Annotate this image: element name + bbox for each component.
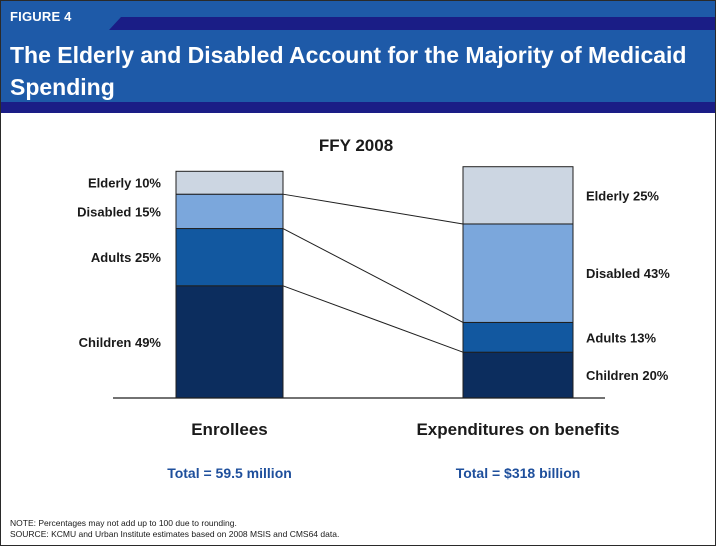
slide-title: The Elderly and Disabled Account for the… bbox=[10, 42, 687, 100]
bar-segment-adults-1 bbox=[175, 228, 284, 287]
segment-label: Adults 13% bbox=[586, 330, 657, 345]
header-bottom-bar bbox=[1, 102, 715, 113]
connector-line bbox=[282, 228, 464, 323]
chart-title: FFY 2008 bbox=[319, 136, 393, 155]
figure-label: FIGURE 4 bbox=[10, 9, 72, 24]
segment-label: Adults 25% bbox=[91, 250, 162, 265]
segment-label: Elderly 10% bbox=[88, 176, 161, 191]
slide-header: FIGURE 4 The Elderly and Disabled Accoun… bbox=[1, 1, 715, 114]
source-text: SOURCE: KCMU and Urban Institute estimat… bbox=[10, 529, 340, 539]
note-text: NOTE: Percentages may not add up to 100 … bbox=[10, 518, 237, 528]
segment-label: Disabled 43% bbox=[586, 266, 670, 281]
bar-segment-children-2 bbox=[462, 351, 574, 399]
segment-label: Children 49% bbox=[79, 335, 162, 350]
total-label: Total = $318 billion bbox=[456, 465, 581, 481]
segment-label: Elderly 25% bbox=[586, 188, 659, 203]
bar-segment-children-1 bbox=[175, 285, 284, 399]
total-label: Total = 59.5 million bbox=[167, 465, 292, 481]
category-label: Enrollees bbox=[191, 420, 268, 439]
header-accent-bar bbox=[109, 17, 715, 30]
bar-segment-disabled-2 bbox=[462, 223, 574, 323]
bar-segment-disabled-1 bbox=[175, 193, 284, 230]
connector-line bbox=[282, 193, 464, 225]
stacked-bar-chart: FFY 2008 Children 49% Adults 25% Disabled 1… bbox=[77, 136, 670, 481]
bar-segment-elderly-1 bbox=[175, 170, 284, 195]
header-background bbox=[1, 1, 715, 113]
segment-label: Disabled 15% bbox=[77, 204, 161, 219]
category-label: Expenditures on benefits bbox=[416, 420, 619, 439]
segment-label: Children 20% bbox=[586, 368, 669, 383]
footnotes: NOTE: Percentages may not add up to 100 … bbox=[10, 518, 339, 540]
connector-line bbox=[282, 285, 464, 353]
bar-segment-elderly-2 bbox=[462, 166, 574, 225]
bar-segment-adults-2 bbox=[462, 321, 574, 353]
